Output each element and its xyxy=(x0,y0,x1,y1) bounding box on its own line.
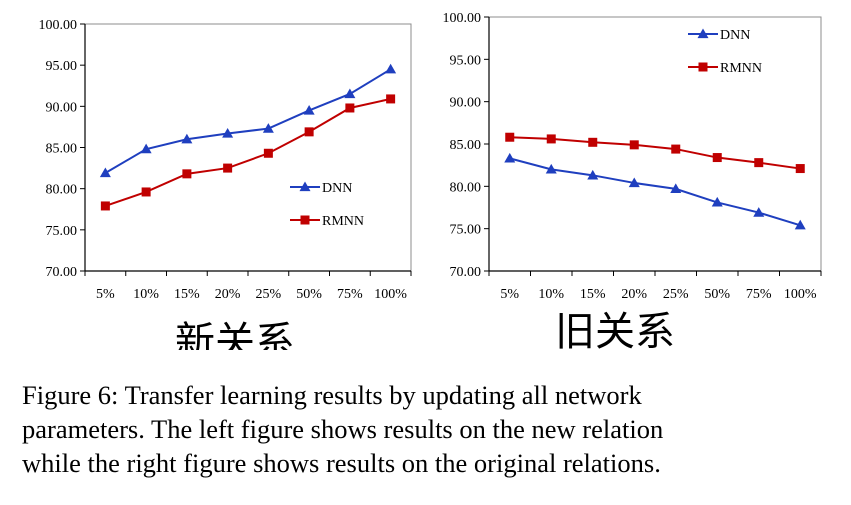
y-tick-label: 85.00 xyxy=(46,142,78,157)
chart-left: 70.00 75.00 80.00 85.00 90.00 95.00 100.00 5% 10… xyxy=(39,18,412,350)
data-point-rmnn xyxy=(141,187,151,197)
caption-line-2: parameters. The left figure shows result… xyxy=(22,414,664,444)
handwritten-annotation: 新关系 xyxy=(175,319,295,350)
legend-marker-dnn xyxy=(299,181,311,192)
x-tick-label: 50% xyxy=(296,287,322,302)
y-tick-label: 75.00 xyxy=(450,223,482,238)
handwritten-annotation: 旧关系 xyxy=(555,309,675,350)
x-tick-label: 50% xyxy=(704,287,730,302)
y-tick-label: 80.00 xyxy=(46,183,78,198)
data-point-rmnn xyxy=(386,94,396,104)
x-tick-label: 100% xyxy=(784,287,817,302)
data-point-dnn xyxy=(303,104,315,115)
x-tick-label: 75% xyxy=(746,287,772,302)
data-point-rmnn xyxy=(754,158,764,168)
data-point-rmnn xyxy=(100,201,110,211)
data-point-dnn xyxy=(140,143,152,154)
x-tick-label: 20% xyxy=(621,287,647,302)
data-point-rmnn xyxy=(588,137,598,147)
plot-area xyxy=(488,16,822,272)
data-point-dnn xyxy=(262,123,274,133)
x-tick-label: 75% xyxy=(337,287,363,302)
x-tick-label: 10% xyxy=(538,287,564,302)
data-point-dnn xyxy=(545,163,557,174)
series-line-rmnn xyxy=(509,136,801,170)
legend-marker-rmnn xyxy=(698,62,708,72)
data-point-dnn xyxy=(753,207,765,217)
x-tick-label: 25% xyxy=(663,287,689,302)
data-point-rmnn xyxy=(263,148,273,158)
y-tick-label: 95.00 xyxy=(46,59,78,74)
series-line-dnn xyxy=(104,68,392,174)
legend-label-rmnn: RMNN xyxy=(322,214,364,229)
y-tick-label: 100.00 xyxy=(39,18,78,33)
data-point-dnn xyxy=(222,128,234,138)
data-point-rmnn xyxy=(304,127,314,137)
x-tick-label: 15% xyxy=(580,287,606,302)
legend-marker-rmnn xyxy=(300,215,310,225)
data-point-rmnn xyxy=(182,169,192,179)
data-point-dnn xyxy=(587,169,599,180)
series-line-dnn xyxy=(509,157,801,227)
x-tick-label: 5% xyxy=(96,287,115,302)
x-tick-label: 25% xyxy=(256,287,282,302)
y-tick-label: 70.00 xyxy=(450,265,482,280)
x-tick-label: 5% xyxy=(500,287,519,302)
data-point-dnn xyxy=(99,167,111,178)
x-tick-label: 100% xyxy=(374,287,407,302)
caption-line-1: Figure 6: Transfer learning results by u… xyxy=(22,380,642,410)
series-line-rmnn xyxy=(105,97,391,207)
y-tick-label: 85.00 xyxy=(450,138,482,153)
x-tick-label: 15% xyxy=(174,287,200,302)
data-point-dnn xyxy=(181,133,193,144)
legend-label-dnn: DNN xyxy=(720,28,750,43)
data-point-rmnn xyxy=(546,134,556,144)
data-point-rmnn xyxy=(223,163,233,173)
y-tick-label: 75.00 xyxy=(46,224,78,239)
y-tick-label: 80.00 xyxy=(450,180,482,195)
data-point-dnn xyxy=(670,183,682,193)
figure-canvas: 70.00 75.00 80.00 85.00 90.00 95.00 100.00 5% 10… xyxy=(39,11,822,350)
x-tick-label: 10% xyxy=(133,287,159,302)
data-point-dnn xyxy=(628,177,640,188)
data-point-rmnn xyxy=(345,103,355,113)
y-tick-label: 100.00 xyxy=(443,11,482,26)
data-point-dnn xyxy=(504,152,516,163)
data-point-rmnn xyxy=(712,153,722,163)
data-point-rmnn xyxy=(795,164,805,174)
caption-line-3: while the right figure shows results on … xyxy=(22,448,661,478)
legend-marker-dnn xyxy=(697,28,709,39)
data-point-dnn xyxy=(711,196,723,207)
data-point-rmnn xyxy=(505,132,515,142)
legend-label-rmnn: RMNN xyxy=(720,61,762,76)
data-point-dnn xyxy=(344,88,356,99)
plot-area xyxy=(84,23,412,272)
y-tick-label: 95.00 xyxy=(450,53,482,68)
y-tick-label: 90.00 xyxy=(46,100,78,115)
legend-label-dnn: DNN xyxy=(322,181,352,196)
x-tick-label: 20% xyxy=(215,287,241,302)
y-tick-label: 70.00 xyxy=(46,265,78,280)
data-point-rmnn xyxy=(629,140,639,150)
y-tick-label: 90.00 xyxy=(450,96,482,111)
data-point-dnn xyxy=(794,219,806,230)
figure-caption: Figure 6: Transfer learning results by u… xyxy=(22,378,832,480)
data-point-dnn xyxy=(385,63,397,74)
data-point-rmnn xyxy=(671,144,681,154)
chart-right: 70.00 75.00 80.00 85.00 90.00 95.00 100.00 5% 10… xyxy=(443,11,822,350)
